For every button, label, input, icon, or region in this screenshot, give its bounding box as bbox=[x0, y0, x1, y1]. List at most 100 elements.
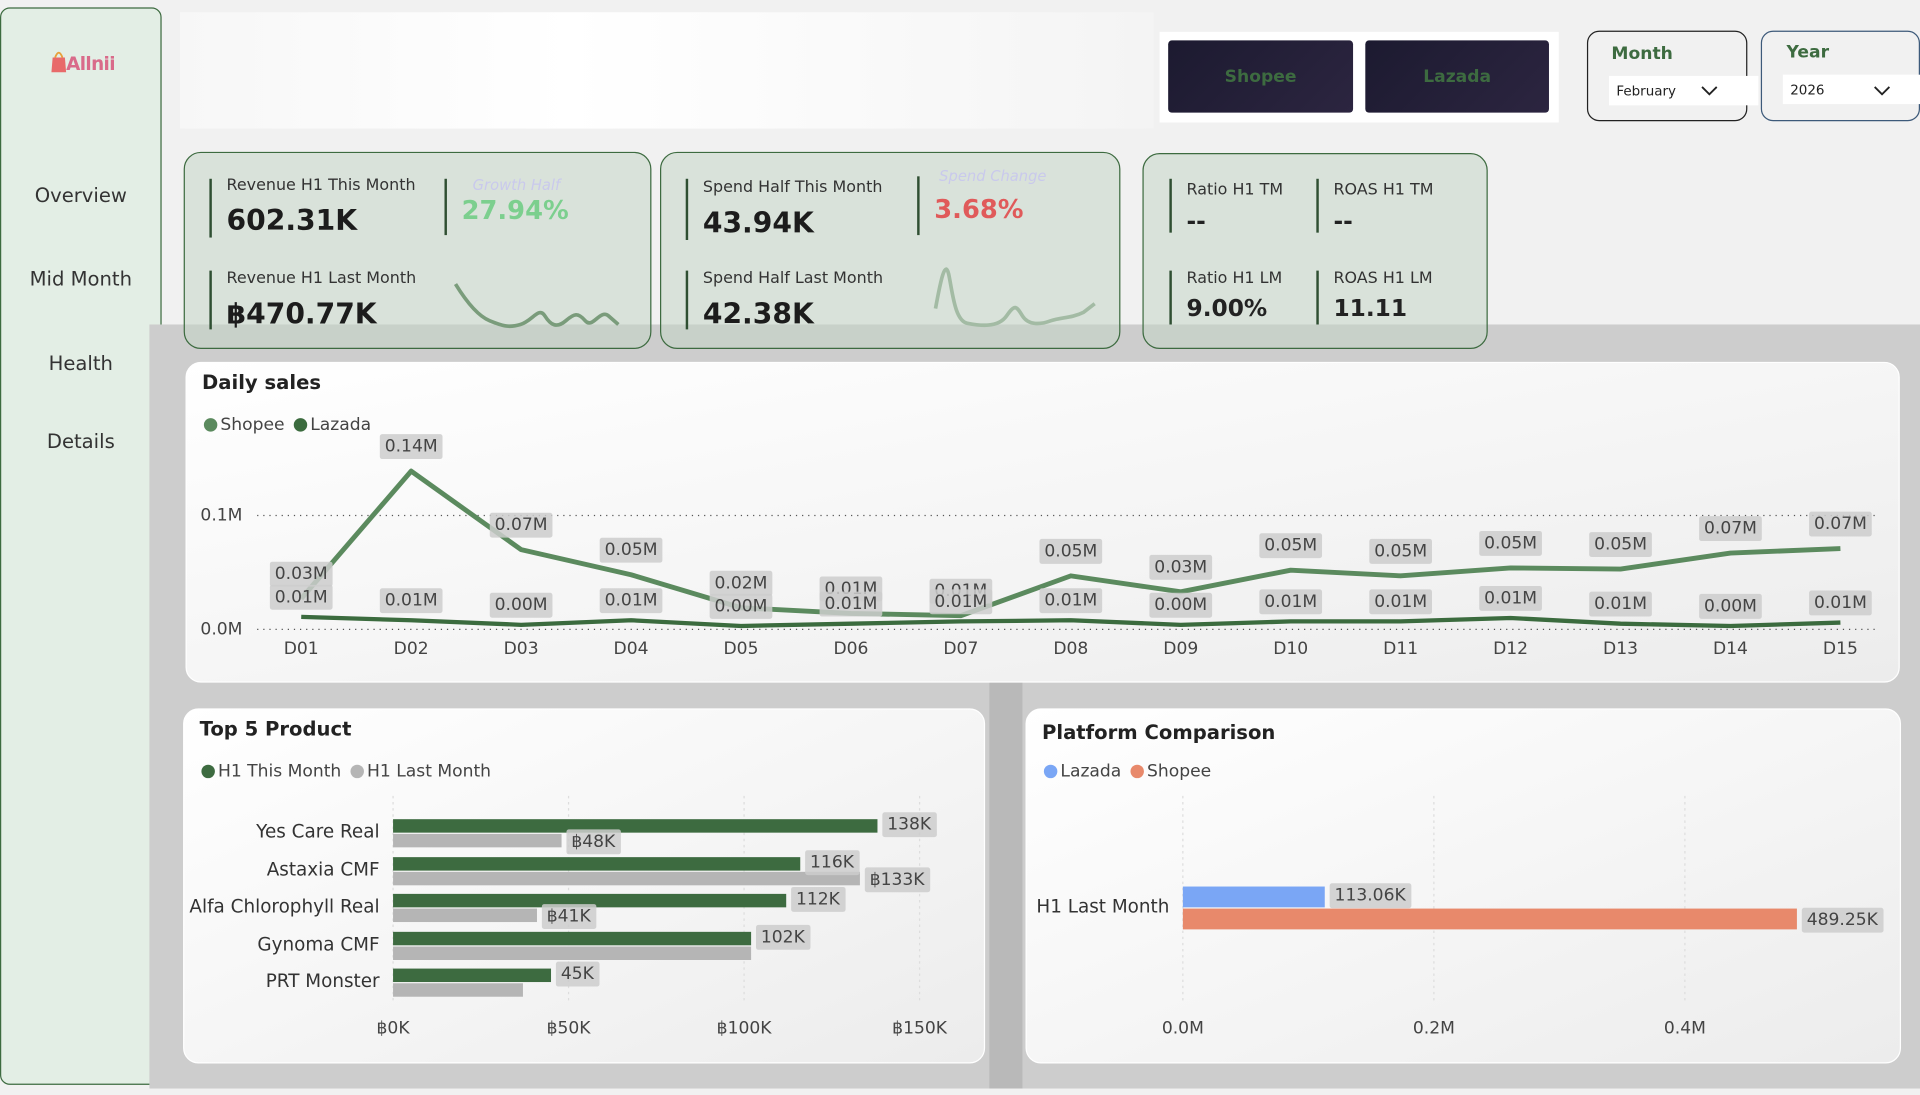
data-label-bg bbox=[555, 961, 600, 987]
y-tick-label: Astaxia CMF bbox=[267, 860, 380, 881]
divider bbox=[1316, 178, 1319, 233]
y-tick-label: Alfa Chlorophyll Real bbox=[189, 896, 379, 917]
data-label: 112K bbox=[796, 889, 841, 909]
series-line bbox=[299, 468, 1841, 619]
data-label: 0.07M bbox=[1814, 514, 1867, 534]
data-label: 0.01M bbox=[1594, 594, 1647, 614]
data-label: 0.05M bbox=[1594, 535, 1647, 555]
data-label: 102K bbox=[761, 927, 806, 947]
filter-label: Month bbox=[1611, 44, 1673, 64]
platform-button[interactable]: Lazada bbox=[1365, 40, 1549, 113]
data-label-bg bbox=[1259, 589, 1323, 615]
data-label-bg bbox=[1801, 907, 1884, 933]
legend-label: Lazada bbox=[1060, 761, 1121, 781]
y-tick-label: Gynoma CMF bbox=[257, 934, 379, 955]
bar bbox=[393, 871, 860, 886]
filter-label: Year bbox=[1786, 42, 1830, 63]
x-tick-label: D10 bbox=[1273, 639, 1308, 659]
y-tick-label: PRT Monster bbox=[266, 971, 380, 992]
x-tick-label: D04 bbox=[614, 639, 649, 659]
data-label-bg bbox=[1479, 530, 1542, 556]
month-dropdown[interactable] bbox=[1608, 75, 1759, 106]
data-label-bg bbox=[1589, 532, 1652, 557]
nav-item[interactable]: Overview bbox=[34, 183, 127, 207]
sidebar bbox=[0, 7, 162, 1085]
legend-label: H1 Last Month bbox=[367, 761, 491, 781]
kpi-value: 42.38K bbox=[702, 298, 814, 331]
x-tick-label: ฿150K bbox=[892, 1019, 948, 1039]
data-label-bg bbox=[379, 588, 443, 614]
bar bbox=[393, 893, 787, 908]
x-tick-label: 0.0M bbox=[1162, 1019, 1204, 1039]
data-label-bg bbox=[709, 570, 773, 596]
data-label-bg bbox=[269, 561, 333, 587]
platform-button[interactable]: Shopee bbox=[1168, 40, 1354, 113]
kpi-label: Ratio H1 LM bbox=[1186, 269, 1283, 288]
data-label-bg bbox=[269, 584, 333, 610]
divider bbox=[989, 671, 1023, 1089]
data-label-bg bbox=[379, 434, 443, 460]
x-tick-label: D13 bbox=[1603, 639, 1638, 659]
kpi-label: ROAS H1 TM bbox=[1333, 181, 1434, 200]
divider bbox=[1169, 178, 1172, 233]
kpi-label: Spend Change bbox=[939, 167, 1047, 185]
series-line bbox=[301, 614, 1841, 629]
data-label: 0.01M bbox=[385, 591, 438, 611]
y-tick-label: Yes Care Real bbox=[255, 822, 379, 843]
bar bbox=[1182, 886, 1325, 908]
y-tick-label: 0.0M bbox=[200, 619, 242, 639]
data-label-bg bbox=[1479, 585, 1542, 611]
data-label-bg bbox=[1149, 592, 1213, 618]
data-label-bg bbox=[541, 904, 597, 929]
data-label: 113.06K bbox=[1335, 886, 1407, 906]
y-tick-label: 0.1M bbox=[200, 506, 242, 526]
logo-icon bbox=[51, 51, 67, 73]
kpi-value: -- bbox=[1186, 208, 1206, 236]
data-label-bg bbox=[1699, 593, 1762, 619]
data-label: 0.14M bbox=[385, 437, 438, 457]
data-label-bg bbox=[599, 588, 663, 614]
x-tick-label: D14 bbox=[1713, 639, 1748, 659]
chart-panel bbox=[183, 708, 986, 1064]
divider bbox=[1316, 270, 1319, 325]
data-label-bg bbox=[1589, 591, 1652, 617]
kpi-value: 3.68% bbox=[934, 194, 1024, 225]
data-label: 0.02M bbox=[715, 573, 768, 593]
x-tick-label: D15 bbox=[1823, 639, 1858, 659]
kpi-label: Spend Half This Month bbox=[702, 178, 883, 198]
kpi-label: ROAS H1 LM bbox=[1333, 269, 1433, 288]
data-label-bg bbox=[1809, 511, 1872, 537]
kpi-value: 11.11 bbox=[1333, 295, 1408, 323]
data-label-bg bbox=[1149, 554, 1213, 580]
data-label: 45K bbox=[561, 964, 595, 984]
data-label: 0.01M bbox=[1374, 592, 1427, 612]
data-label-bg bbox=[819, 591, 883, 617]
logo: Allnii bbox=[66, 52, 115, 75]
nav-item[interactable]: Health bbox=[48, 351, 113, 375]
data-label: 0.00M bbox=[495, 595, 548, 615]
kpi-value: 27.94% bbox=[461, 195, 569, 226]
kpi-value: 43.94K bbox=[702, 208, 814, 241]
data-label: 0.01M bbox=[1814, 593, 1867, 613]
chart-title: Top 5 Product bbox=[200, 717, 352, 740]
x-tick-label: ฿100K bbox=[717, 1019, 773, 1039]
x-tick-label: D08 bbox=[1053, 639, 1088, 659]
data-label: 0.00M bbox=[1704, 596, 1757, 616]
divider bbox=[444, 178, 447, 236]
bar bbox=[393, 946, 752, 961]
year-dropdown[interactable] bbox=[1782, 74, 1920, 105]
data-label-bg bbox=[929, 589, 993, 615]
data-label: 0.03M bbox=[1154, 557, 1207, 577]
nav-item[interactable]: Details bbox=[46, 429, 115, 454]
y-tick-label: H1 Last Month bbox=[1036, 896, 1169, 917]
data-label: 0.01M bbox=[1264, 592, 1317, 612]
sparkline bbox=[453, 283, 620, 329]
x-tick-label: D06 bbox=[833, 639, 868, 659]
kpi-value: 9.00% bbox=[1186, 295, 1268, 323]
bar bbox=[393, 983, 523, 997]
x-tick-label: D05 bbox=[723, 639, 758, 659]
nav-item[interactable]: Mid Month bbox=[29, 266, 133, 291]
data-label: 0.07M bbox=[495, 515, 548, 535]
